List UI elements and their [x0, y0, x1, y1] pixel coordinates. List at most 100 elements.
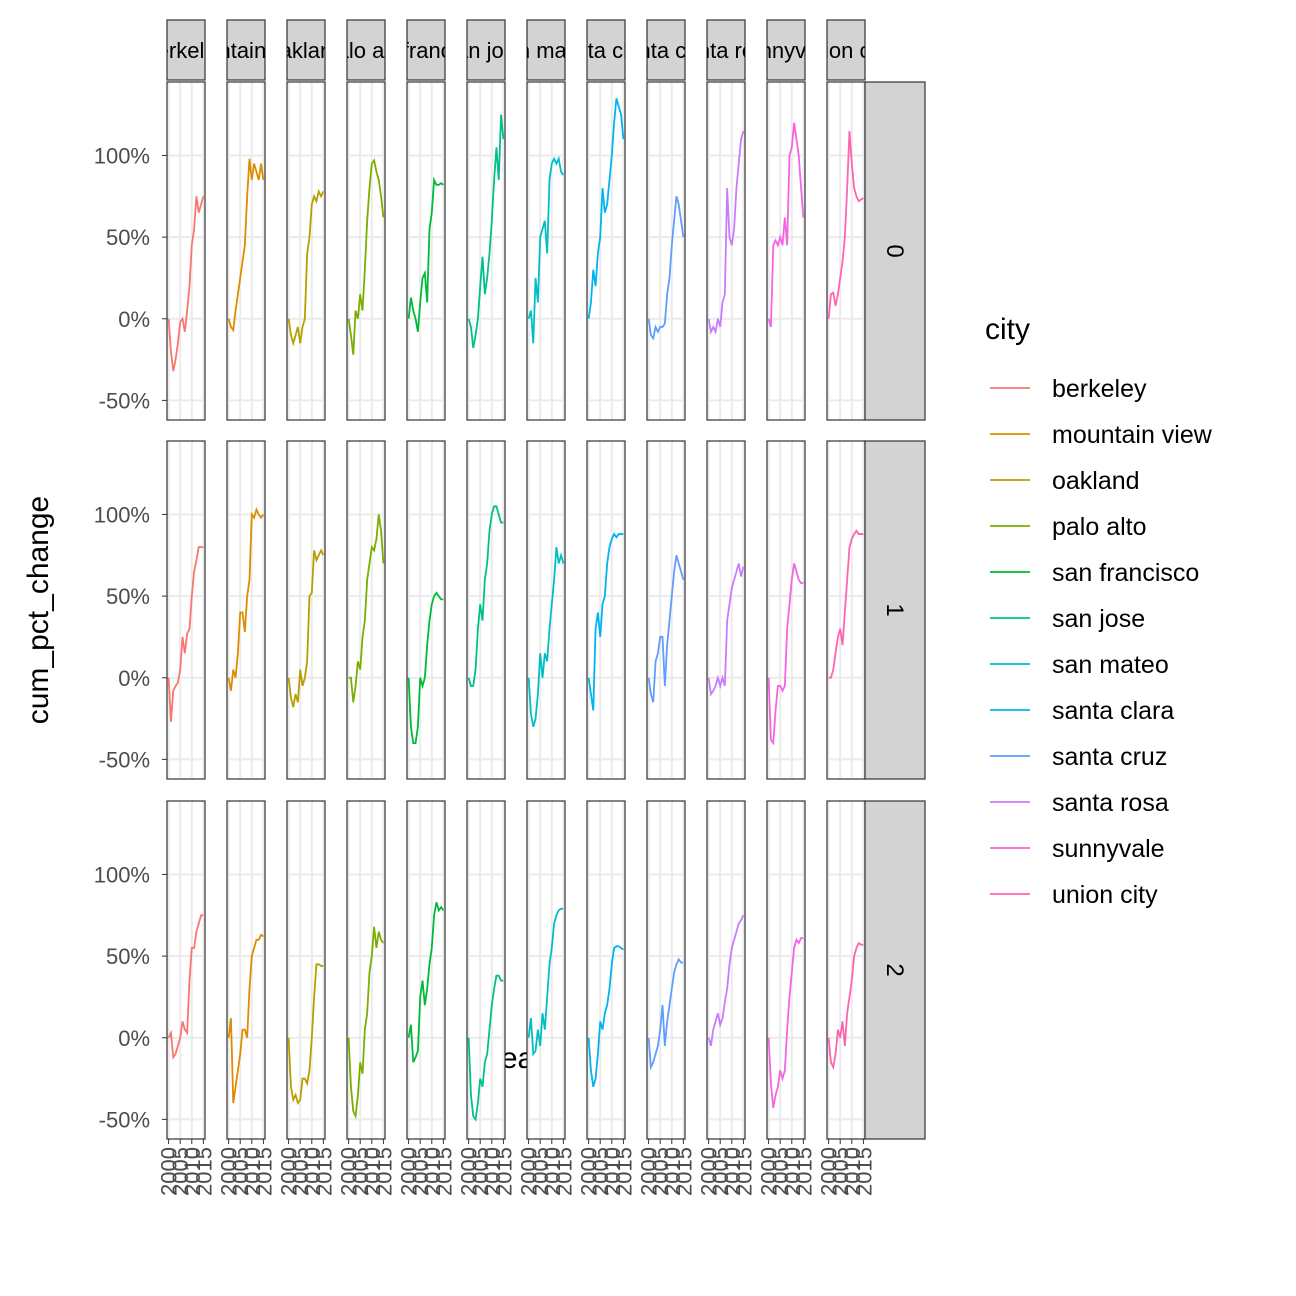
x-tick-label: 2015 — [191, 1147, 216, 1196]
panel — [406, 81, 446, 421]
legend-label: santa rosa — [1052, 789, 1169, 817]
x-tick-label: 2005 — [708, 1147, 733, 1196]
y-tick-label: 0% — [118, 307, 150, 332]
line — [707, 130, 745, 335]
line — [287, 963, 324, 1106]
strip — [766, 19, 806, 81]
legend-label: santa clara — [1052, 697, 1174, 725]
panel-bg — [407, 441, 445, 779]
panel-border — [346, 800, 386, 1140]
panel — [646, 81, 686, 421]
x-tick-label: 2000 — [277, 1147, 302, 1196]
panel-bg — [407, 801, 445, 1139]
x-tick-label: 2000 — [157, 1147, 182, 1196]
x-tick-label: 2015 — [431, 1147, 456, 1196]
x-tick-label: 2010 — [420, 1147, 445, 1196]
x-tick-label: 2010 — [240, 1147, 265, 1196]
y-tick-label: 100% — [94, 143, 150, 168]
panel — [166, 800, 206, 1140]
panel — [526, 800, 566, 1140]
panel-border — [586, 800, 626, 1140]
x-tick-label: 2010 — [840, 1147, 865, 1196]
strip-label: oakland — [267, 38, 344, 63]
x-tick-label: 2000 — [637, 1147, 662, 1196]
x-tick-label: 2005 — [828, 1147, 853, 1196]
panel — [346, 81, 386, 421]
panel — [346, 800, 386, 1140]
panel-bg — [407, 82, 445, 420]
x-tick-label: 2000 — [217, 1147, 242, 1196]
legend-label: berkeley — [1052, 375, 1147, 403]
x-tick-label: 2015 — [851, 1147, 876, 1196]
strip — [706, 19, 746, 81]
panel-border — [406, 440, 446, 780]
panel — [226, 440, 266, 780]
panel-border — [646, 800, 686, 1140]
panel-bg — [707, 801, 745, 1139]
strip-label: sunnyvale — [736, 38, 835, 63]
x-tick-label: 2010 — [180, 1147, 205, 1196]
strip-label: san jose — [445, 38, 527, 63]
panel — [466, 800, 506, 1140]
panel-border — [346, 81, 386, 421]
panel-border — [766, 440, 806, 780]
panel — [286, 440, 326, 780]
panel-bg — [647, 441, 685, 779]
line — [647, 555, 685, 703]
x-tick-label: 2005 — [228, 1147, 253, 1196]
x-tick-label: 2000 — [817, 1147, 842, 1196]
panel-border — [466, 440, 506, 780]
panel-border — [526, 440, 566, 780]
panel — [706, 440, 746, 780]
line — [767, 937, 804, 1109]
line — [527, 907, 564, 1057]
panel-border — [466, 800, 506, 1140]
panel-bg — [827, 801, 865, 1139]
x-tick-label: 2000 — [457, 1147, 482, 1196]
line — [467, 974, 504, 1122]
strip — [466, 19, 506, 81]
panel — [766, 440, 806, 780]
line — [227, 933, 264, 1104]
panel-bg — [587, 82, 625, 420]
panel-border — [286, 81, 326, 421]
line — [347, 158, 385, 355]
line — [587, 532, 624, 711]
line — [167, 914, 204, 1060]
x-tick-label: 2005 — [648, 1147, 673, 1196]
row-strip-label: 2 — [881, 963, 908, 976]
panel — [586, 800, 626, 1140]
panel-bg — [587, 801, 625, 1139]
panel-border — [466, 81, 506, 421]
x-tick-label: 2005 — [588, 1147, 613, 1196]
strip-label: san francisco — [361, 38, 491, 63]
row-strip — [864, 800, 926, 1140]
panel — [646, 440, 686, 780]
strip-label: santa clara — [552, 38, 660, 63]
line — [587, 945, 624, 1087]
x-tick-label: 2000 — [757, 1147, 782, 1196]
x-tick-label: 2010 — [780, 1147, 805, 1196]
panel-border — [166, 81, 206, 421]
strip — [286, 19, 326, 81]
strip-label: palo alto — [324, 38, 407, 63]
line — [167, 196, 205, 372]
x-tick-label: 2010 — [660, 1147, 685, 1196]
panel-bg — [167, 441, 205, 779]
panel-bg — [527, 441, 565, 779]
strip — [346, 19, 386, 81]
strip — [826, 19, 866, 81]
panel-bg — [527, 801, 565, 1139]
y-tick-label: 0% — [118, 1026, 150, 1051]
panel — [586, 440, 626, 780]
panel-border — [706, 800, 746, 1140]
x-tick-label: 2000 — [337, 1147, 362, 1196]
line — [767, 563, 804, 746]
panel — [166, 440, 206, 780]
panel — [406, 440, 446, 780]
row-strip — [864, 81, 926, 421]
panel — [526, 440, 566, 780]
x-tick-label: 2000 — [697, 1147, 722, 1196]
line — [647, 957, 684, 1071]
